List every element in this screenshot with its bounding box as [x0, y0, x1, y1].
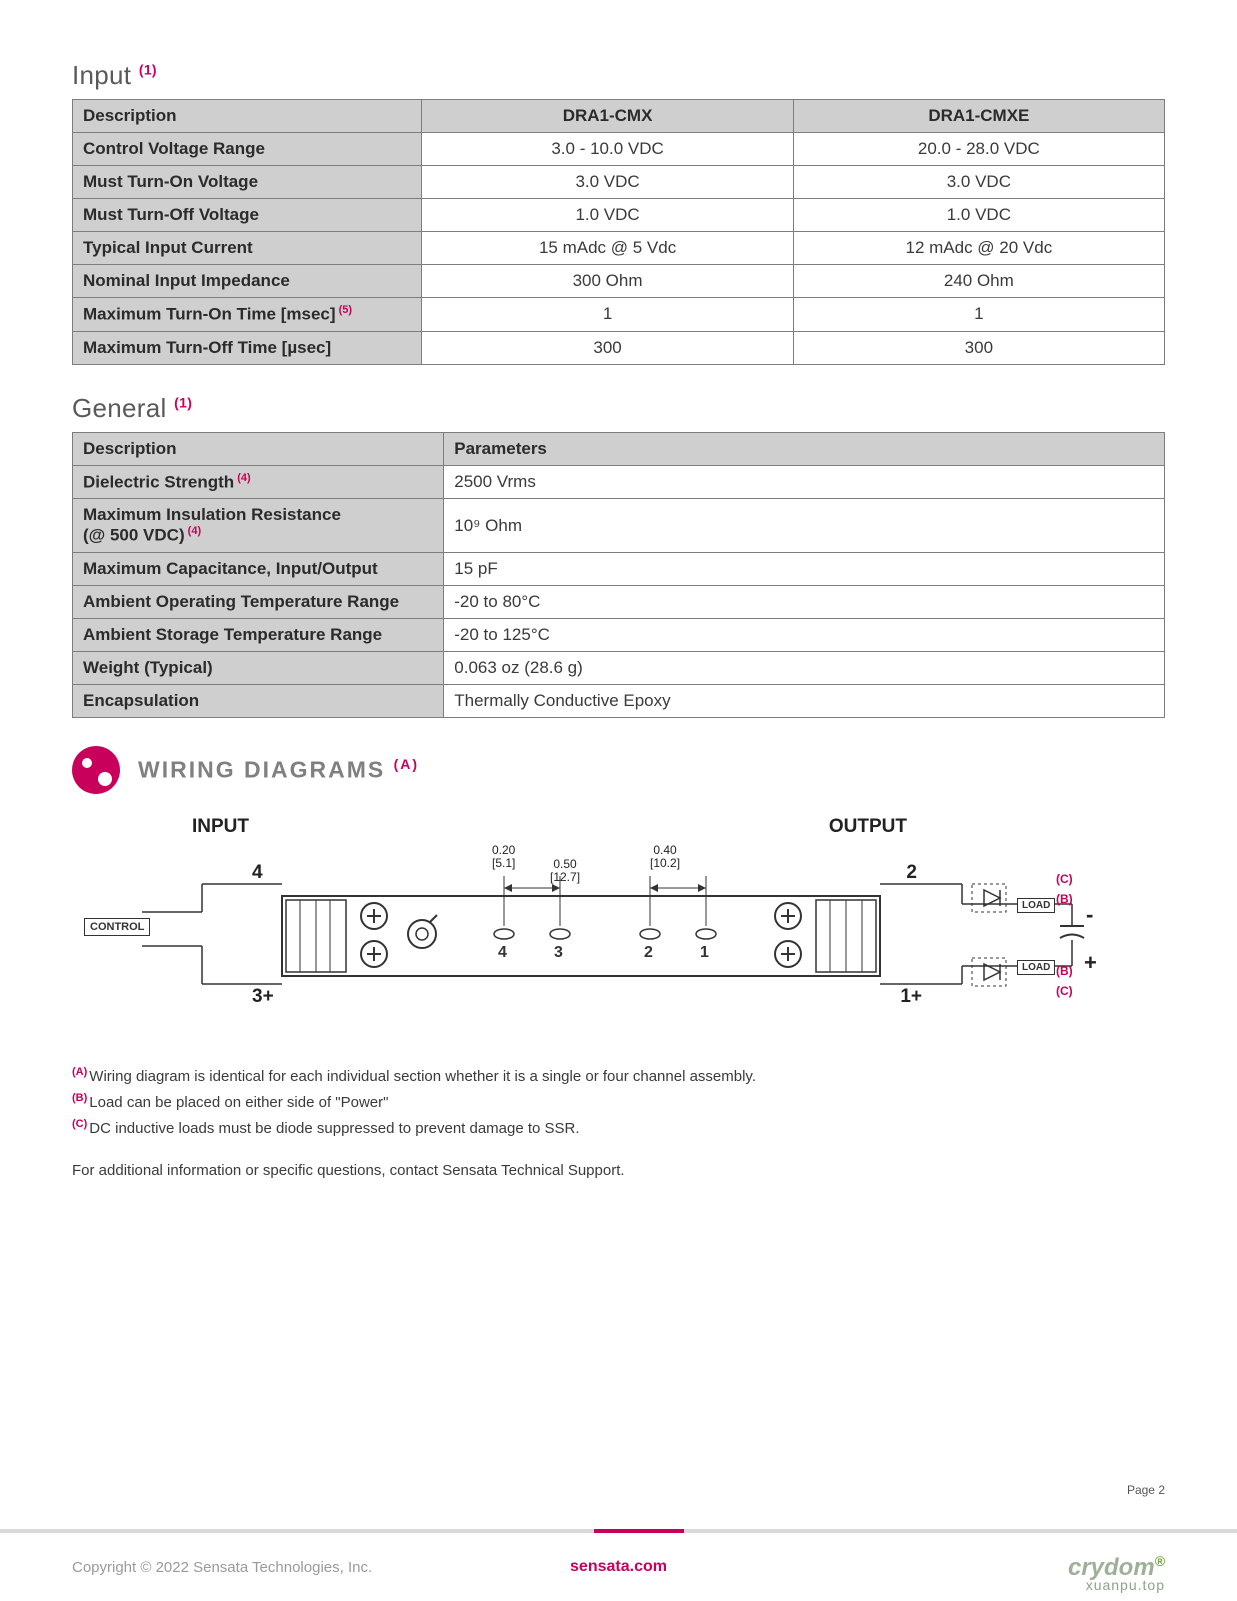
table-row-label: Ambient Operating Temperature Range — [73, 585, 444, 618]
table-cell: 1.0 VDC — [793, 199, 1164, 232]
table-cell: Thermally Conductive Epoxy — [444, 684, 1165, 717]
table-row-label: Maximum Insulation Resistance(@ 500 VDC)… — [73, 499, 444, 553]
footer: Copyright © 2022 Sensata Technologies, I… — [0, 1529, 1237, 1601]
wiring-diagram: INPUT OUTPUT 4 3+ 2 1+ 0.20 [5.1] 0.50 [… — [72, 816, 1165, 1046]
note-c-top: (C) — [1056, 872, 1073, 886]
note-b-top: (B) — [1056, 892, 1073, 906]
table-cell: 300 — [793, 331, 1164, 364]
table-row-label: Must Turn-Off Voltage — [73, 199, 422, 232]
table-cell: 10⁹ Ohm — [444, 499, 1165, 553]
table-cell: 1 — [422, 298, 793, 332]
footer-site: sensata.com — [570, 1558, 667, 1576]
fn-c-sup: (C) — [72, 1118, 87, 1130]
table-cell: 0.063 oz (28.6 g) — [444, 651, 1165, 684]
load-box-top: LOAD — [1017, 898, 1055, 913]
input-title-text: Input — [72, 60, 131, 90]
table-cell: 3.0 VDC — [422, 166, 793, 199]
inner-pin-1: 1 — [700, 944, 709, 962]
table-row-label: Typical Input Current — [73, 232, 422, 265]
footnotes: (A)Wiring diagram is identical for each … — [72, 1064, 1165, 1182]
table-cell: 2500 Vrms — [444, 465, 1165, 499]
input-th-cmx: DRA1-CMX — [422, 100, 793, 133]
fn-contact: For additional information or specific q… — [72, 1159, 1165, 1182]
table-cell: 1.0 VDC — [422, 199, 793, 232]
general-table: Description Parameters Dielectric Streng… — [72, 432, 1165, 718]
general-title-text: General — [72, 393, 167, 423]
table-cell: -20 to 80°C — [444, 585, 1165, 618]
inner-pin-2: 2 — [644, 944, 653, 962]
input-th-cmxe: DRA1-CMXE — [793, 100, 1164, 133]
table-cell: 15 pF — [444, 552, 1165, 585]
general-th-desc: Description — [73, 432, 444, 465]
table-row-label: Must Turn-On Voltage — [73, 166, 422, 199]
page-number: Page 2 — [1127, 1483, 1165, 1497]
table-cell: -20 to 125°C — [444, 618, 1165, 651]
table-cell: 3.0 - 10.0 VDC — [422, 133, 793, 166]
table-cell: 300 — [422, 331, 793, 364]
inner-pin-3: 3 — [554, 944, 563, 962]
table-cell: 12 mAdc @ 20 Vdc — [793, 232, 1164, 265]
wiring-title-text: WIRING DIAGRAMS — [138, 757, 385, 783]
plus-sign: + — [1084, 950, 1097, 976]
fn-b-text: Load can be placed on either side of "Po… — [89, 1094, 388, 1111]
table-row-label: Maximum Turn-Off Time [µsec] — [73, 331, 422, 364]
wiring-title: WIRING DIAGRAMS (A) — [138, 756, 419, 784]
table-row-label: Maximum Capacitance, Input/Output — [73, 552, 444, 585]
input-section-title: Input (1) — [72, 60, 1165, 91]
general-section-title: General (1) — [72, 393, 1165, 424]
table-cell: 20.0 - 28.0 VDC — [793, 133, 1164, 166]
general-th-params: Parameters — [444, 432, 1165, 465]
load-box-bottom: LOAD — [1017, 960, 1055, 975]
wiring-title-sup: (A) — [394, 756, 419, 772]
table-cell: 240 Ohm — [793, 265, 1164, 298]
general-title-sup: (1) — [174, 394, 192, 410]
input-table: Description DRA1-CMX DRA1-CMXE Control V… — [72, 99, 1165, 365]
footer-subbrand: xuanpu.top — [1086, 1577, 1165, 1593]
table-row-label: Control Voltage Range — [73, 133, 422, 166]
minus-sign: - — [1086, 902, 1093, 928]
fn-c-text: DC inductive loads must be diode suppres… — [89, 1120, 579, 1137]
table-row-label: Encapsulation — [73, 684, 444, 717]
table-cell: 1 — [793, 298, 1164, 332]
table-row-label: Maximum Turn-On Time [msec] (5) — [73, 298, 422, 332]
note-b-bot: (B) — [1056, 964, 1073, 978]
wiring-header: WIRING DIAGRAMS (A) — [72, 746, 1165, 794]
section-bullet-icon — [72, 746, 120, 794]
fn-a-sup: (A) — [72, 1066, 87, 1078]
table-row-label: Ambient Storage Temperature Range — [73, 618, 444, 651]
table-row-label: Dielectric Strength (4) — [73, 465, 444, 499]
inner-pin-4: 4 — [498, 944, 507, 962]
schematic-svg — [72, 816, 1165, 1046]
table-cell: 15 mAdc @ 5 Vdc — [422, 232, 793, 265]
table-row-label: Nominal Input Impedance — [73, 265, 422, 298]
table-cell: 3.0 VDC — [793, 166, 1164, 199]
input-title-sup: (1) — [139, 61, 157, 77]
fn-b-sup: (B) — [72, 1092, 87, 1104]
table-cell: 300 Ohm — [422, 265, 793, 298]
fn-a-text: Wiring diagram is identical for each ind… — [89, 1068, 756, 1085]
input-th-desc: Description — [73, 100, 422, 133]
brand-reg-icon: ® — [1155, 1553, 1165, 1569]
table-row-label: Weight (Typical) — [73, 651, 444, 684]
note-c-bot: (C) — [1056, 984, 1073, 998]
